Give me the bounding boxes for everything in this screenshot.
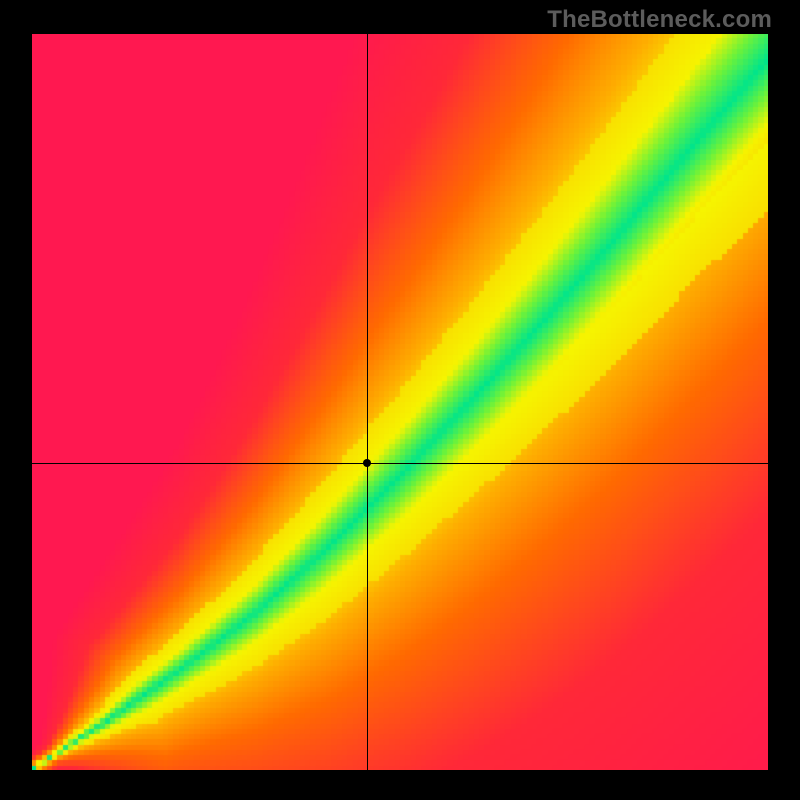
crosshair-vertical <box>367 33 368 771</box>
plot-border <box>31 33 769 771</box>
chart-container: TheBottleneck.com <box>0 0 800 800</box>
crosshair-marker <box>363 459 371 467</box>
crosshair-horizontal <box>31 463 769 464</box>
watermark-text: TheBottleneck.com <box>547 6 772 34</box>
